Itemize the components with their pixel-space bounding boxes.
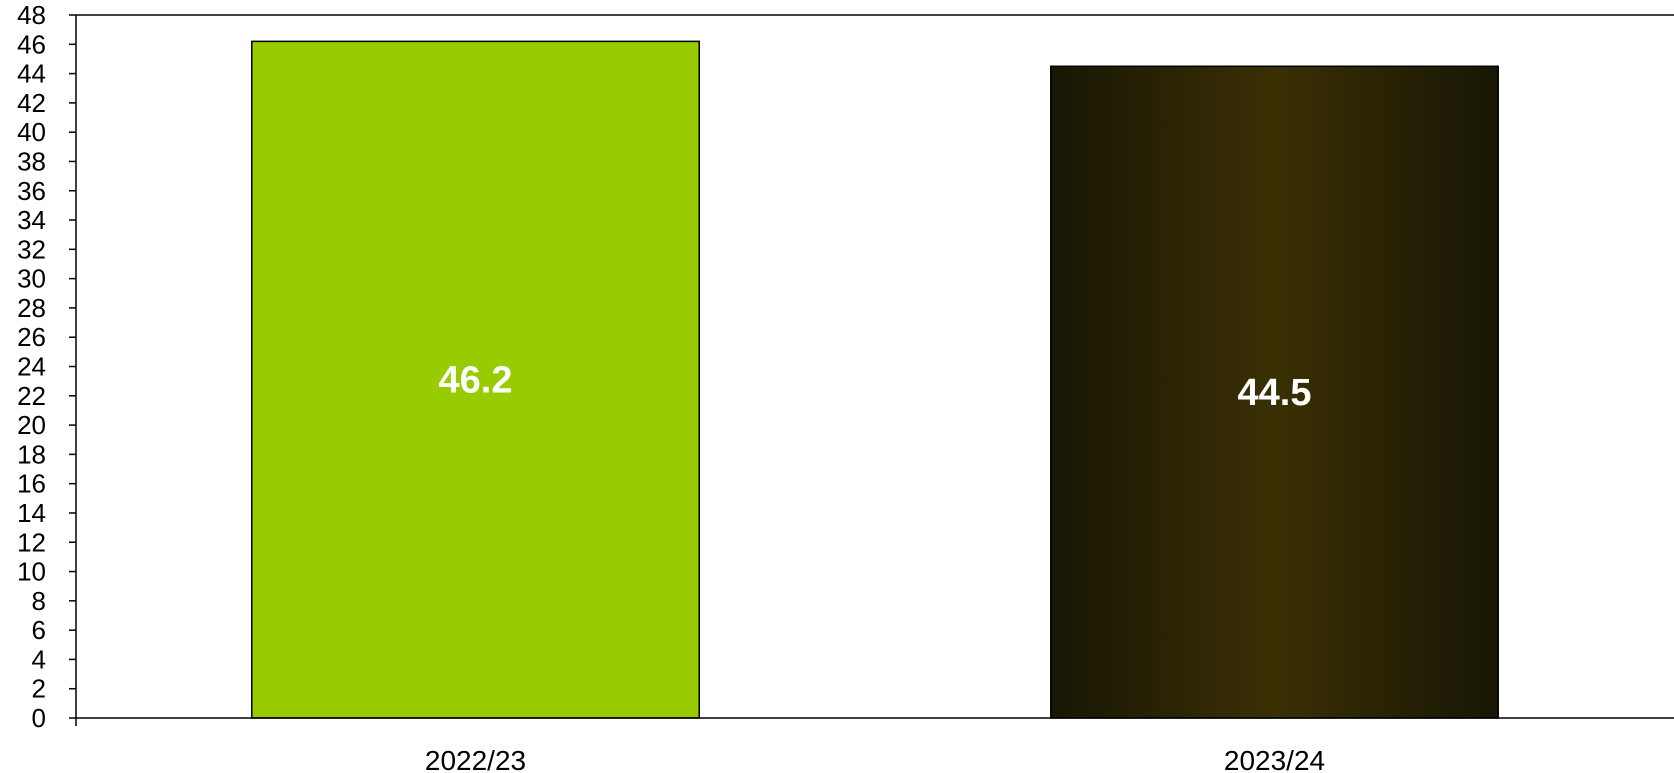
y-tick-label: 32 <box>17 234 46 264</box>
y-tick-label: 46 <box>17 29 46 59</box>
y-tick-label: 28 <box>17 293 46 323</box>
x-category-label: 2022/23 <box>425 745 526 773</box>
y-tick-label: 20 <box>17 410 46 440</box>
y-tick-label: 48 <box>17 0 46 30</box>
y-tick-label: 30 <box>17 264 46 294</box>
x-category-label: 2023/24 <box>1224 745 1325 773</box>
y-tick-label: 6 <box>32 615 46 645</box>
y-tick-label: 16 <box>17 469 46 499</box>
y-tick-label: 2 <box>32 674 46 704</box>
bars-group: 46.2 44.5 <box>251 40 1499 719</box>
y-tick-label: 8 <box>32 586 46 616</box>
y-tick-label: 44 <box>17 59 46 89</box>
y-tick-label: 22 <box>17 381 46 411</box>
y-tick-label: 26 <box>17 322 46 352</box>
bar-2023-24 <box>1050 65 1499 719</box>
y-tick-label: 18 <box>17 439 46 469</box>
y-tick-label: 0 <box>32 703 46 733</box>
y-tick-label: 38 <box>17 146 46 176</box>
y-tick-label: 12 <box>17 527 46 557</box>
x-axis: 2022/23 2023/24 <box>76 717 1674 773</box>
y-tick-label: 14 <box>17 498 46 528</box>
data-label: 44.5 <box>1238 372 1312 414</box>
y-tick-label: 40 <box>17 117 46 147</box>
y-axis: 0246810121416182022242628303234363840424… <box>17 0 77 733</box>
y-tick-label: 42 <box>17 88 46 118</box>
y-tick-label: 10 <box>17 557 46 587</box>
y-tick-label: 34 <box>17 205 46 235</box>
y-tick-label: 24 <box>17 352 46 382</box>
bar-2022-23 <box>251 40 700 719</box>
y-tick-label: 36 <box>17 176 46 206</box>
y-tick-label: 4 <box>32 644 46 674</box>
data-label: 46.2 <box>439 360 513 402</box>
